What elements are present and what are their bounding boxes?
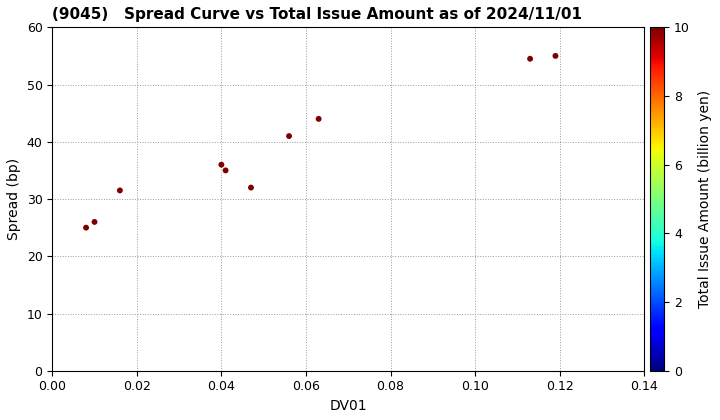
Point: [220, 167, 231, 174]
Y-axis label: Spread (bp): Spread (bp): [7, 158, 21, 240]
Point: [549, 52, 561, 59]
Point: [246, 184, 257, 191]
Point: [114, 187, 126, 194]
Point: [313, 116, 325, 122]
Point: [89, 218, 100, 225]
Text: (9045)   Spread Curve vs Total Issue Amount as of 2024/11/01: (9045) Spread Curve vs Total Issue Amoun…: [53, 7, 582, 22]
Y-axis label: Total Issue Amount (billion yen): Total Issue Amount (billion yen): [698, 90, 712, 308]
X-axis label: DV01: DV01: [330, 399, 367, 413]
Point: [524, 55, 536, 62]
Point: [81, 224, 92, 231]
Point: [215, 161, 227, 168]
Point: [283, 133, 294, 139]
